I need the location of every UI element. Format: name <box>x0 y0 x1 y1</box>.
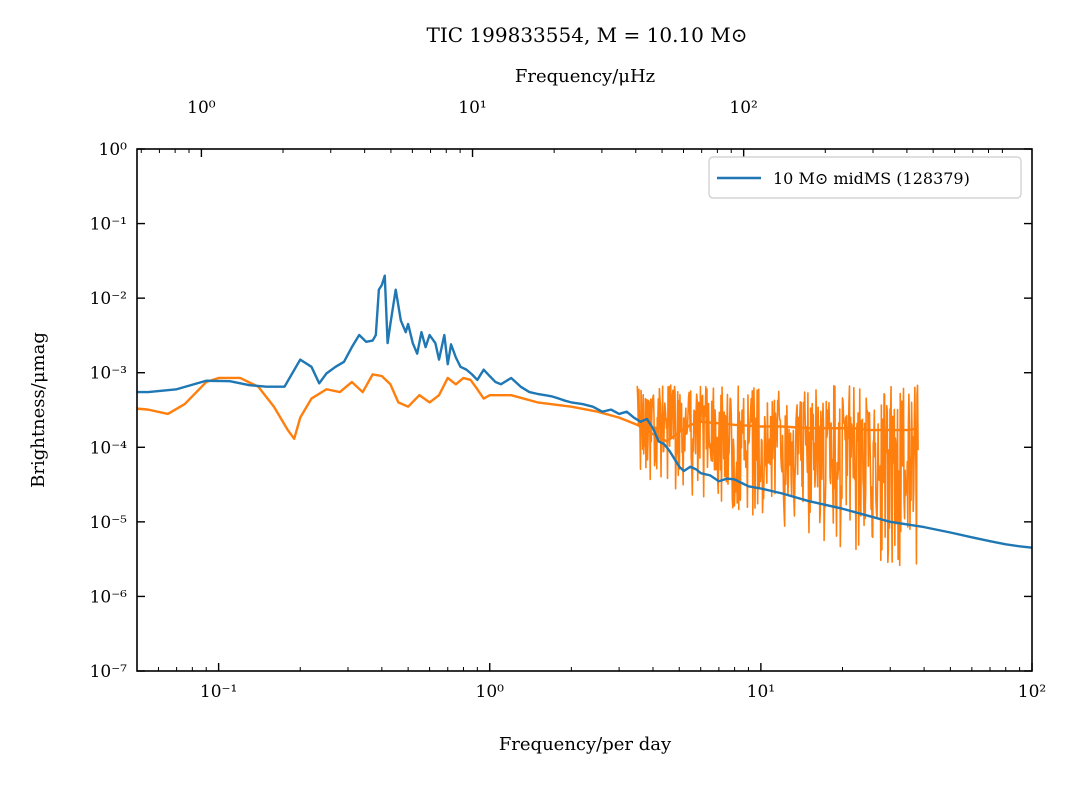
x-tick-label: 10⁰ <box>476 682 505 702</box>
x2-tick-label: 10⁰ <box>187 98 216 118</box>
x-tick-label: 10⁻¹ <box>200 682 237 702</box>
y-tick-label: 10⁻⁷ <box>90 662 128 682</box>
series-line-0 <box>137 274 1033 549</box>
y-tick-label: 10⁻⁵ <box>90 513 128 533</box>
x-tick-label: 10² <box>1018 682 1046 702</box>
y-tick-label: 10⁻¹ <box>90 215 127 235</box>
series-layer <box>136 274 1033 567</box>
y-tick-label: 10⁰ <box>99 140 128 160</box>
y-tick-label: 10⁻⁴ <box>90 438 128 458</box>
plot-frame <box>136 148 1033 672</box>
y-tick-label: 10⁻² <box>90 289 127 309</box>
y-tick-label: 10⁻⁶ <box>90 587 128 607</box>
y-tick-label: 10⁻³ <box>90 364 127 384</box>
x2-tick-label: 10¹ <box>458 98 486 118</box>
x-tick-label: 10¹ <box>747 682 775 702</box>
legend-box <box>708 156 1022 199</box>
x2-tick-label: 10² <box>729 98 757 118</box>
legend: 10 M⊙ midMS (128379) <box>708 156 1022 199</box>
chart-title: TIC 199833554, M = 10.10 M⊙ <box>427 23 748 47</box>
top-x-axis-title: Frequency/μHz <box>515 66 655 87</box>
series-noise-1 <box>636 384 919 567</box>
ticks-layer: 10⁻¹ 10⁰ 10¹ 10² 10⁰ 10¹ 10² 10⁰ 10⁻¹ 10⁻² 10⁻³ 10⁻… <box>90 98 1047 702</box>
x-axis-title: Frequency/per day <box>499 734 672 755</box>
legend-label: 10 M⊙ midMS (128379) <box>773 169 970 188</box>
y-axis-title: Brightness/μmag <box>28 332 49 488</box>
